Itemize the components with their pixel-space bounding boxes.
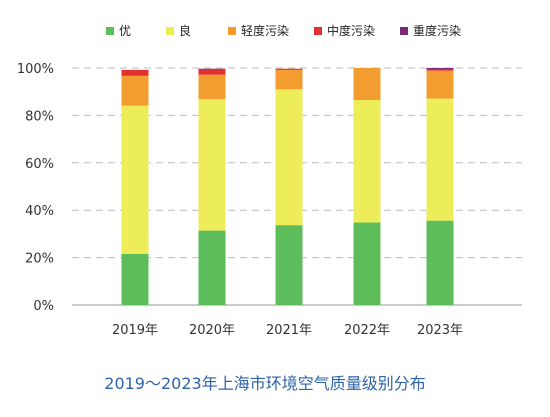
bar-segment — [198, 68, 226, 70]
legend-label: 良 — [179, 23, 191, 38]
bar-segment — [121, 105, 149, 254]
x-tick-label: 2022年 — [344, 323, 390, 338]
x-tick-label: 2023年 — [417, 323, 463, 338]
x-tick-label: 2019年 — [112, 323, 158, 338]
bar-segment — [353, 99, 381, 223]
bar-segment — [198, 74, 226, 100]
bar-segment — [426, 98, 454, 221]
bar-segment — [198, 230, 226, 305]
legend: 优 良 轻度污染 中度污染 重度污染 — [106, 23, 461, 38]
bar-segment — [121, 253, 149, 305]
y-tick-label: 80% — [25, 109, 54, 124]
bar-segment — [198, 99, 226, 231]
bar-segment — [426, 70, 454, 99]
y-tick-label: 0% — [33, 299, 54, 314]
x-tick-label: 2021年 — [266, 323, 312, 338]
legend-swatch — [314, 27, 322, 35]
y-tick-label: 100% — [17, 62, 54, 77]
bar-segment — [426, 69, 454, 71]
legend-label: 重度污染 — [413, 23, 461, 38]
chart-title: 2019～2023年上海市环境空气质量级别分布 — [104, 374, 425, 393]
bar-segment — [275, 68, 303, 70]
legend-label: 轻度污染 — [241, 23, 289, 38]
bar-segment — [275, 89, 303, 226]
bar-segment — [275, 69, 303, 90]
x-tick-label: 2020年 — [189, 323, 235, 338]
y-axis-ticks: 0% 20% 40% 60% 80% 100% — [17, 62, 54, 314]
bar-segment — [198, 69, 226, 75]
bar-segment — [353, 68, 381, 100]
bar-segment — [353, 222, 381, 305]
legend-label: 中度污染 — [327, 23, 375, 38]
legend-swatch — [228, 27, 236, 35]
bars — [121, 68, 454, 305]
y-tick-label: 40% — [25, 204, 54, 219]
y-tick-label: 60% — [25, 157, 54, 172]
bar-segment — [275, 225, 303, 305]
bar-segment — [121, 69, 149, 76]
y-tick-label: 20% — [25, 252, 54, 267]
x-axis-ticks: 2019年 2020年 2021年 2022年 2023年 — [112, 323, 463, 338]
legend-swatch — [166, 27, 174, 35]
legend-label: 优 — [119, 24, 131, 38]
bar-segment — [121, 75, 149, 106]
legend-swatch — [400, 27, 408, 35]
bar-segment — [426, 68, 454, 70]
legend-swatch — [106, 27, 114, 35]
bar-segment — [426, 220, 454, 305]
